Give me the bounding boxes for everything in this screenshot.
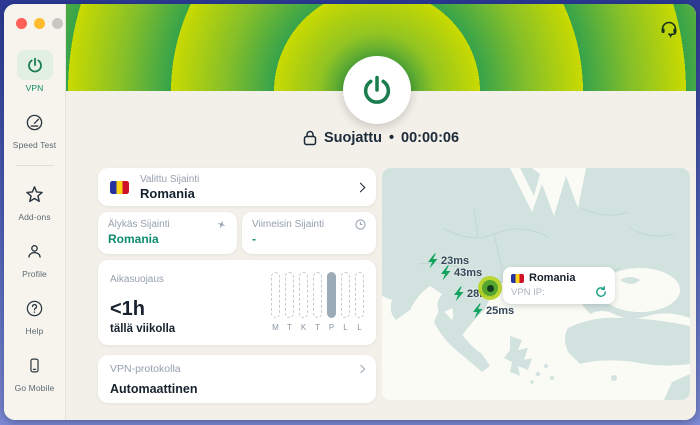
lock-icon bbox=[303, 130, 317, 146]
time-protection-label: Aikasuojaus bbox=[110, 274, 164, 285]
day-label: T bbox=[315, 323, 320, 332]
power-icon bbox=[16, 50, 53, 80]
latency-marker[interactable]: 25ms bbox=[471, 303, 514, 319]
day-label: P bbox=[328, 323, 335, 332]
latency-value: 23ms bbox=[441, 255, 470, 267]
latency-value: 43ms bbox=[454, 267, 483, 279]
sidebar-item-help[interactable]: Help bbox=[4, 288, 65, 345]
tooltip-country: Romania bbox=[529, 272, 576, 284]
connect-power-button[interactable] bbox=[343, 56, 411, 124]
connection-status: Suojattu • 00:00:06 bbox=[66, 130, 696, 146]
smart-location-value: Romania bbox=[108, 232, 159, 246]
sidebar-item-speed-test[interactable]: Speed Test bbox=[4, 102, 65, 159]
support-headset-icon[interactable] bbox=[658, 18, 680, 40]
sparkle-icon bbox=[217, 220, 226, 229]
smart-location-label: Älykäs Sijainti bbox=[108, 219, 170, 230]
app-window: VPN Speed Test Add-ons Profile Help Go Mobile bbox=[4, 4, 696, 420]
selected-location-value: Romania bbox=[140, 185, 195, 201]
bar-empty bbox=[355, 272, 364, 318]
usage-bar-6: L bbox=[341, 272, 350, 332]
chevron-right-icon bbox=[356, 364, 366, 374]
map-panel[interactable]: 23ms43ms28ms25ms Romania VPN IP: bbox=[382, 168, 690, 400]
session-timer: 00:00:06 bbox=[401, 130, 460, 146]
status-separator: • bbox=[388, 130, 395, 146]
time-protection-value: <1h bbox=[110, 298, 146, 320]
vpn-protocol-card[interactable]: VPN-protokolla Automaattinen bbox=[98, 355, 376, 403]
help-icon bbox=[17, 293, 53, 323]
last-location-card[interactable]: Viimeisin Sijainti - bbox=[242, 212, 376, 254]
sidebar-item-label: VPN bbox=[25, 83, 44, 93]
day-label: K bbox=[300, 323, 307, 332]
europe-map bbox=[382, 168, 690, 400]
speedometer-icon bbox=[17, 107, 53, 137]
sidebar-item-vpn[interactable]: VPN bbox=[4, 45, 65, 102]
last-location-label: Viimeisin Sijainti bbox=[252, 219, 325, 230]
refresh-ip-icon[interactable] bbox=[595, 286, 607, 298]
day-label: M bbox=[272, 323, 279, 332]
bar-filled bbox=[327, 272, 336, 318]
lightning-bolt-icon bbox=[426, 253, 439, 269]
sidebar-item-label: Add-ons bbox=[18, 212, 51, 222]
lightning-bolt-icon bbox=[471, 303, 484, 319]
bar-empty bbox=[341, 272, 350, 318]
cards-column: Valittu Sijainti Romania Älykäs Sijainti… bbox=[98, 168, 376, 403]
vpn-protocol-label: VPN-protokolla bbox=[110, 363, 181, 375]
bar-empty bbox=[271, 272, 280, 318]
minimize-window-button[interactable] bbox=[34, 18, 45, 29]
zoom-window-button[interactable] bbox=[52, 18, 63, 29]
usage-bar-5: P bbox=[327, 272, 336, 332]
day-label: L bbox=[357, 323, 362, 332]
selected-location-label: Valittu Sijainti bbox=[140, 173, 200, 185]
vpn-ip-label: VPN IP: bbox=[511, 286, 545, 298]
connected-location-pin bbox=[478, 276, 502, 300]
sidebar-nav: VPN Speed Test Add-ons Profile Help Go Mobile bbox=[4, 45, 65, 402]
connected-server-tooltip: Romania VPN IP: bbox=[503, 267, 615, 304]
usage-bar-3: K bbox=[299, 272, 308, 332]
latency-value: 25ms bbox=[486, 305, 515, 317]
sidebar-item-go-mobile[interactable]: Go Mobile bbox=[4, 345, 65, 402]
romania-flag-icon bbox=[511, 273, 524, 283]
star-icon bbox=[17, 179, 53, 209]
day-label: L bbox=[343, 323, 348, 332]
smart-location-card[interactable]: Älykäs Sijainti Romania bbox=[98, 212, 237, 254]
sidebar-item-label: Speed Test bbox=[12, 140, 57, 150]
romania-flag-icon bbox=[110, 180, 129, 194]
main-area: Suojattu • 00:00:06 Valittu Sijainti Rom… bbox=[66, 4, 696, 420]
bar-empty bbox=[285, 272, 294, 318]
sidebar-item-label: Help bbox=[25, 326, 44, 336]
status-label: Suojattu bbox=[323, 130, 382, 146]
sidebar-item-profile[interactable]: Profile bbox=[4, 231, 65, 288]
lightning-bolt-icon bbox=[439, 265, 452, 281]
clock-icon bbox=[355, 219, 366, 230]
sidebar-divider bbox=[15, 165, 54, 166]
bar-empty bbox=[299, 272, 308, 318]
latency-marker[interactable]: 43ms bbox=[439, 265, 482, 281]
time-protection-sublabel: tällä viikolla bbox=[110, 323, 176, 335]
user-icon bbox=[17, 236, 53, 266]
lightning-bolt-icon bbox=[452, 286, 465, 302]
last-location-value: - bbox=[252, 232, 256, 246]
usage-bar-2: T bbox=[285, 272, 294, 332]
power-icon bbox=[363, 75, 391, 104]
latency-marker[interactable]: 23ms bbox=[426, 253, 469, 269]
chevron-right-icon bbox=[355, 182, 366, 192]
usage-bar-7: L bbox=[355, 272, 364, 332]
bar-empty bbox=[313, 272, 322, 318]
vpn-protocol-value: Automaattinen bbox=[110, 382, 198, 396]
sidebar-item-label: Go Mobile bbox=[14, 383, 55, 393]
close-window-button[interactable] bbox=[16, 18, 27, 29]
selected-location-card[interactable]: Valittu Sijainti Romania bbox=[98, 168, 376, 206]
day-label: T bbox=[287, 323, 292, 332]
sidebar-item-label: Profile bbox=[22, 269, 47, 279]
window-controls bbox=[4, 4, 63, 39]
usage-bar-1: M bbox=[271, 272, 280, 332]
usage-bar-4: T bbox=[313, 272, 322, 332]
phone-icon bbox=[17, 350, 53, 380]
sidebar-item-add-ons[interactable]: Add-ons bbox=[4, 174, 65, 231]
sidebar: VPN Speed Test Add-ons Profile Help Go Mobile bbox=[4, 4, 66, 420]
